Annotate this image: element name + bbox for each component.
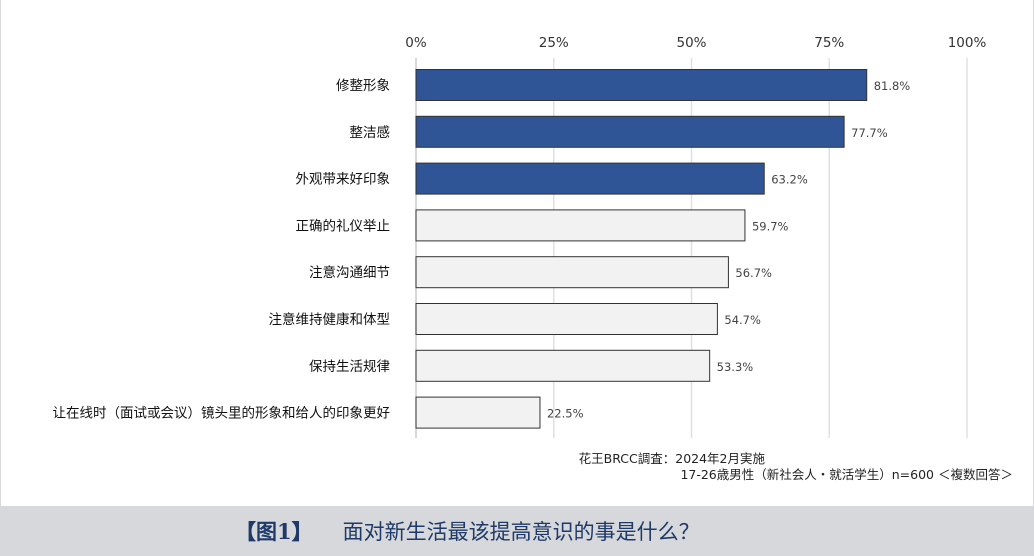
category-label: 让在线时（面试或会议）镜头里的形象和给人的印象更好: [53, 406, 391, 422]
category-label: 外观带来好印象: [296, 172, 391, 188]
data-label: 59.7%: [752, 219, 789, 233]
data-label: 22.5%: [547, 407, 584, 421]
x-tick-label: 0%: [405, 35, 427, 51]
data-label: 53.3%: [717, 360, 754, 374]
bar: [415, 303, 718, 335]
chart-area: 0% 25% 50% 75% 100% 修整形象 81.8% 整洁感 77.7% 外观带来好印象 6…: [0, 0, 1034, 506]
bar: [415, 162, 765, 195]
category-label: 注意维持健康和体型: [269, 311, 391, 328]
bar: [415, 349, 711, 382]
survey-note-1: 花王BRCC調査：2024年2月実施: [578, 451, 765, 466]
bar: [415, 69, 868, 101]
data-label: 81.8%: [874, 79, 911, 93]
category-label: 正确的礼仪举止: [296, 218, 391, 234]
data-label: 77.7%: [851, 126, 888, 140]
x-tick-label: 25%: [539, 35, 569, 51]
bar: [415, 256, 729, 289]
category-label: 注意沟通细节: [309, 264, 390, 281]
caption-bar: 【图1】 面对新生活最该提高意识的事是什么？: [0, 506, 1034, 556]
x-tick-label: 75%: [814, 35, 844, 51]
bar: [415, 396, 541, 429]
data-label: 54.7%: [724, 313, 761, 327]
bar-chart: 0% 25% 50% 75% 100% 修整形象 81.8% 整洁感 77.7% 外观带来好印象 6…: [53, 35, 987, 438]
survey-note-2: 17-26歳男性（新社会人・就活学生）n=600 ＜複数回答＞: [680, 467, 1013, 482]
figure-label: 【图1】: [235, 519, 313, 544]
bar: [415, 115, 845, 148]
category-label: 保持生活规律: [309, 359, 390, 375]
category-label: 修整形象: [336, 78, 390, 94]
category-label: 整洁感: [350, 124, 391, 141]
data-label: 63.2%: [771, 173, 808, 187]
data-label: 56.7%: [735, 266, 772, 280]
x-tick-label: 50%: [676, 35, 706, 51]
x-tick-label: 100%: [948, 35, 987, 51]
bar: [415, 209, 746, 242]
figure-title: 面对新生活最该提高意识的事是什么？: [342, 520, 700, 544]
